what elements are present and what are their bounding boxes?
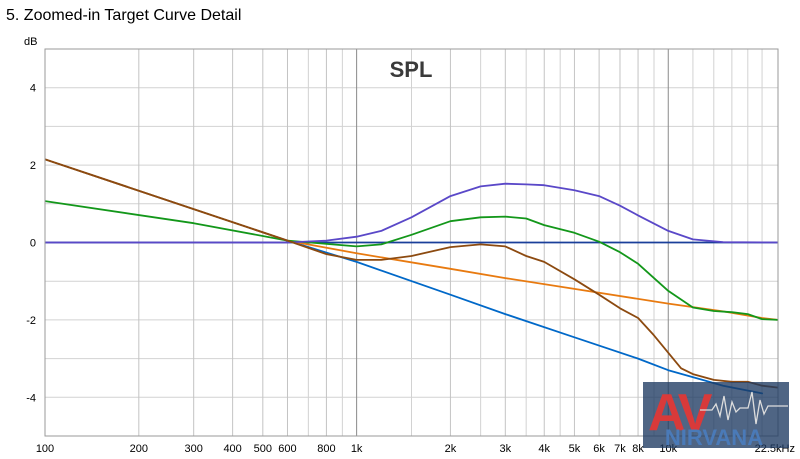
y-tick-label: 4 — [30, 83, 36, 95]
x-tick-label: 4k — [538, 443, 550, 455]
series-line-2 — [45, 158, 763, 395]
y-tick-label: 2 — [30, 160, 36, 172]
x-tick-label: 100 — [36, 443, 54, 455]
x-tick-label: 300 — [185, 443, 203, 455]
x-tick-label: 600 — [278, 443, 296, 455]
y-tick-label: -4 — [26, 392, 36, 404]
x-tick-label: 400 — [223, 443, 241, 455]
x-tick-label: 2k — [445, 443, 457, 455]
plot-frame — [44, 48, 779, 437]
series-group — [45, 158, 778, 395]
x-tick-label: 800 — [317, 443, 335, 455]
x-tick-label: 1k — [351, 443, 363, 455]
y-axis-label: dB — [24, 36, 37, 48]
series-line-3 — [45, 158, 778, 321]
grid — [44, 49, 779, 436]
x-tick-label: 5k — [569, 443, 581, 455]
x-tick-label: 8k — [632, 443, 644, 455]
x-tick-label: 500 — [254, 443, 272, 455]
series-line-6 — [45, 158, 778, 389]
logo-waveform-icon — [700, 391, 788, 425]
chart-title: SPL — [390, 57, 433, 82]
x-tick-label: 7k — [614, 443, 626, 455]
page-title: 5. Zoomed-in Target Curve Detail — [6, 7, 242, 24]
series-line-4 — [45, 200, 778, 321]
y-tick-label: 0 — [30, 238, 36, 250]
x-tick-label: 200 — [130, 443, 148, 455]
series-line-5 — [45, 182, 778, 244]
logo-wordmark: NIRVANA — [665, 425, 763, 450]
x-tick-label: 3k — [499, 443, 511, 455]
y-tick-label: -2 — [26, 315, 36, 327]
logo-background — [643, 382, 789, 448]
x-tick-label: 6k — [593, 443, 605, 455]
avnirvana-logo: AV NIRVANA — [643, 382, 789, 450]
logo-letters: AV — [648, 384, 713, 442]
